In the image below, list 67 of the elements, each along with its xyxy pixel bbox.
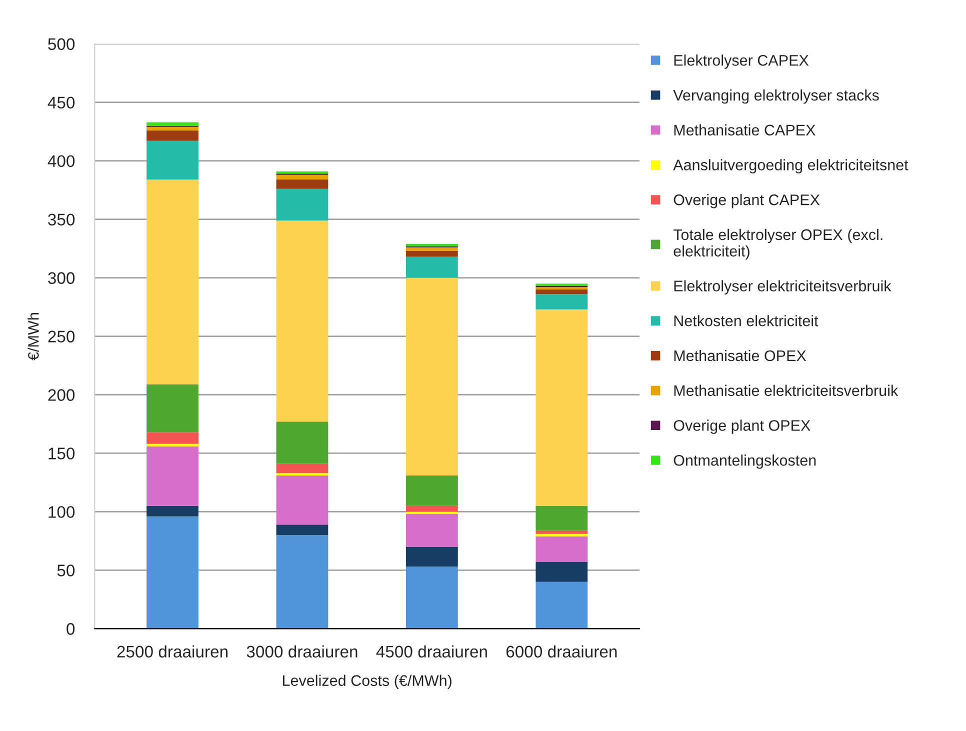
bar bbox=[276, 464, 328, 474]
x-axis-title: Levelized Costs (€/MWh) bbox=[283, 674, 452, 689]
legend-label: Overige plant CAPEX bbox=[674, 194, 820, 208]
legend-label: Netkosten elektriciteit bbox=[674, 315, 818, 326]
bar bbox=[146, 126, 198, 130]
bar bbox=[146, 180, 198, 384]
y-tick-label: 300 bbox=[48, 272, 75, 284]
y-tick-label: 0 bbox=[66, 623, 75, 635]
bar bbox=[276, 180, 328, 189]
y-tick-label: 400 bbox=[48, 155, 75, 168]
bar bbox=[536, 562, 588, 582]
bar bbox=[536, 289, 588, 294]
legend-label: Overige plant OPEX bbox=[674, 420, 810, 434]
bar bbox=[536, 506, 588, 530]
legend-label: Aansluitvergoeding elektriciteitsnet bbox=[673, 159, 908, 174]
legend-label: Methanisatie elektriciteitsverbruik bbox=[674, 384, 898, 396]
bar bbox=[536, 530, 588, 534]
legend-label: Ontmantelingskosten bbox=[674, 454, 816, 469]
bar bbox=[276, 535, 328, 629]
x-tick-label: 6000 draaiuren bbox=[506, 645, 617, 658]
bar bbox=[276, 422, 328, 464]
bar bbox=[536, 294, 588, 310]
y-tick-label: 100 bbox=[48, 506, 75, 518]
x-tick-label: 2500 draaiuren bbox=[117, 645, 228, 658]
y-tick-label: 450 bbox=[48, 96, 75, 109]
bar bbox=[406, 514, 458, 547]
bar bbox=[146, 506, 198, 516]
y-tick-label: 200 bbox=[48, 389, 75, 401]
bar bbox=[536, 309, 588, 506]
bar bbox=[536, 534, 588, 536]
legend-label: Vervanging elektrolyser stacks bbox=[673, 89, 879, 104]
bar bbox=[406, 506, 458, 512]
bar bbox=[406, 256, 458, 278]
y-tick-label: 350 bbox=[48, 214, 75, 226]
bar bbox=[406, 250, 458, 257]
bar bbox=[146, 130, 198, 141]
bar bbox=[406, 278, 458, 476]
y-tick-label: 150 bbox=[48, 448, 75, 460]
bar bbox=[276, 524, 328, 536]
bar bbox=[406, 512, 458, 514]
bar bbox=[536, 582, 588, 629]
legend-label: Methanisatie OPEX bbox=[674, 350, 806, 362]
bar bbox=[146, 516, 198, 629]
bar bbox=[146, 446, 198, 506]
legend-label: Totale elektrolyser OPEX (excl. elektriciteit) bbox=[673, 228, 882, 260]
bar bbox=[406, 566, 458, 629]
bar bbox=[406, 546, 458, 567]
x-tick-label: 3000 draaiuren bbox=[246, 645, 358, 658]
legend-label: Methanisatie CAPEX bbox=[674, 124, 816, 136]
bar bbox=[146, 384, 198, 432]
bar bbox=[146, 432, 198, 444]
bar bbox=[146, 140, 198, 180]
bar bbox=[276, 220, 328, 422]
bar bbox=[276, 475, 328, 525]
bar bbox=[406, 475, 458, 506]
bar bbox=[406, 247, 458, 251]
legend-label: Elektrolyser CAPEX bbox=[674, 54, 809, 69]
y-tick-label: 250 bbox=[48, 330, 75, 342]
bar bbox=[276, 174, 328, 180]
legend-label: Elektrolyser elektriciteitsverbruik bbox=[674, 280, 892, 294]
y-tick-label: 500 bbox=[48, 38, 75, 50]
x-tick-label: 4500 draaiuren bbox=[376, 645, 487, 658]
bar bbox=[276, 188, 328, 220]
y-axis-title: €/MWh bbox=[28, 313, 39, 360]
bar bbox=[146, 122, 198, 126]
y-tick-label: 50 bbox=[57, 564, 75, 576]
bar bbox=[536, 536, 588, 562]
